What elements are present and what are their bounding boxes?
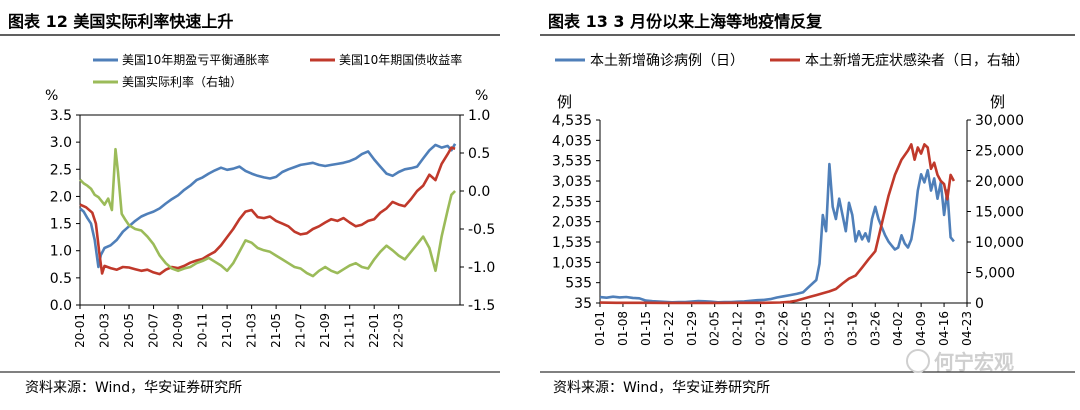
right-chart-title: 图表 13 3 月份以来上海等地疫情反复 [548,12,823,31]
right-y-tick-label: 10,000 [975,235,1024,251]
right-y-tick-label: 0 [975,296,984,312]
left-y-tick-label: 3,535 [552,154,592,170]
x-tick-label: 03-19 [845,311,859,346]
left-y-ticks: 0.0 0.5 1.0 1.5 2.0 2.5 3.0 3.5 [50,108,80,314]
series-line-0 [79,143,457,269]
x-tick-label: 21-07 [294,313,308,348]
left-y-tick-label: 535 [565,276,592,292]
left-panel: 图表 12 美国实际利率快速上升 美国10年期盈亏平衡通胀率 美国10年期国债收… [0,12,500,396]
left-source-note: 资料来源：Wind，华安证券研究所 [25,380,242,396]
right-chart-x-ticks: 01-01 01-08 01-15 01-22 01-29 02-05 02-12 02-19… [593,303,974,346]
legend-label-real-rate: 美国实际利率（右轴） [122,74,242,89]
left-y-tick-label: 35 [574,296,592,312]
x-tick-label: 21-01 [220,313,234,348]
x-tick-label: 20-09 [171,313,185,348]
series-line-1 [79,146,456,276]
right-series-lines [599,143,956,305]
left-y-tick-label: 3.5 [50,108,72,124]
x-tick-label: 21-09 [318,313,332,348]
x-tick-label: 21-03 [245,313,259,348]
x-tick-label: 20-01 [73,313,87,348]
right-y-tick-label: 0.0 [468,184,490,200]
series-line-0 [599,162,955,304]
x-tick-label: 01-29 [685,311,699,346]
watermark-text: 何宁宏观 [934,350,1014,374]
x-tick-label: 03-26 [868,311,882,346]
legend-label-confirmed: 本土新增确诊病例（日） [590,53,744,69]
left-y-tick-label: 0.5 [50,271,72,287]
left-y-tick-label: 1.0 [50,244,72,260]
series-line-1 [599,143,956,305]
watermark-icon [906,349,930,373]
left-y-tick-label: 2,035 [552,215,592,231]
x-tick-label: 21-11 [343,313,357,348]
series-line-2 [79,147,457,278]
left-y-tick-label: 1,535 [552,235,592,251]
right-axis-unit: % [475,88,488,104]
x-tick-label: 20-03 [98,313,112,348]
right-y-tick-label: -0.5 [468,222,495,238]
x-tick-label: 04-16 [937,311,951,346]
right-y-tick-label: 20,000 [975,174,1024,190]
x-tick-label: 01-01 [593,311,607,346]
x-tick-label: 02-05 [708,311,722,346]
left-y-tick-label: 4,035 [552,133,592,149]
right-y-tick-label: -1.0 [468,260,495,276]
right-panel: 图表 13 3 月份以来上海等地疫情反复 本土新增确诊病例（日） 本土新增无症状… [540,12,1075,396]
watermark: 何宁宏观 [906,349,1014,374]
x-tick-label: 01-08 [616,311,630,346]
right-y-tick-label: 30,000 [975,113,1024,129]
left-series-lines [79,143,457,278]
left-y-tick-label: 3,035 [552,174,592,190]
left-y-tick-label: 1.5 [50,217,72,233]
x-tick-label: 01-22 [662,311,676,346]
right-source-note: 资料来源：Wind，华安证券研究所 [553,380,770,396]
right-y-tick-label: 5,000 [975,266,1015,282]
left-plot-frame [79,114,461,306]
left-y-tick-label: 3.0 [50,135,72,151]
x-tick-label: 02-26 [777,311,791,346]
left-y-tick-label: 1,035 [552,255,592,271]
x-tick-label: 04-02 [891,311,905,346]
x-tick-label: 04-23 [960,311,974,346]
legend-label-asymptomatic: 本土新增无症状感染者（日，右轴） [805,52,1029,69]
x-tick-label: 21-05 [269,313,283,348]
right-left-axis-unit: 例 [557,93,572,111]
legend-label-breakeven: 美国10年期盈亏平衡通胀率 [122,52,269,67]
right-y-tick-label: 1.0 [468,108,490,124]
right-y-tick-label: -1.5 [468,298,495,314]
x-tick-label: 20-07 [147,313,161,348]
left-y-tick-label: 2,535 [552,194,592,210]
left-y-tick-label: 0.0 [50,298,72,314]
legend-label-treasury: 美国10年期国债收益率 [339,52,462,67]
left-axis-unit: % [45,88,58,104]
x-tick-label: 20-05 [122,313,136,348]
x-tick-label: 02-12 [731,311,745,346]
left-chart-title: 图表 12 美国实际利率快速上升 [8,12,233,31]
right-y-tick-label: 25,000 [975,144,1024,160]
x-tick-label: 22-01 [367,313,381,348]
right-chart-left-y-ticks: 35 535 1,035 1,535 2,035 2,535 3,035 3,535 4,035… [552,113,600,312]
left-y-tick-label: 2.5 [50,162,72,178]
x-tick-label: 04-09 [914,311,928,346]
right-chart-right-y-ticks: 0 5,000 10,000 15,000 20,000 25,000 30,000 [967,113,1024,312]
x-ticks: 20-01 20-03 20-05 20-07 20-09 20-11 21-01 21-03… [73,305,406,348]
right-y-tick-label: 0.5 [468,146,490,162]
x-tick-label: 22-03 [392,313,406,348]
x-tick-label: 01-15 [639,311,653,346]
right-y-ticks: -1.5 -1.0 -0.5 0.0 0.5 1.0 [460,108,495,314]
x-tick-label: 02-19 [754,311,768,346]
x-tick-label: 20-11 [196,313,210,348]
x-tick-label: 03-05 [799,311,813,346]
right-right-axis-unit: 例 [990,93,1005,111]
left-y-tick-label: 4,535 [552,113,592,129]
left-y-tick-label: 2.0 [50,189,72,205]
x-tick-label: 03-12 [822,311,836,346]
right-y-tick-label: 15,000 [975,205,1024,221]
